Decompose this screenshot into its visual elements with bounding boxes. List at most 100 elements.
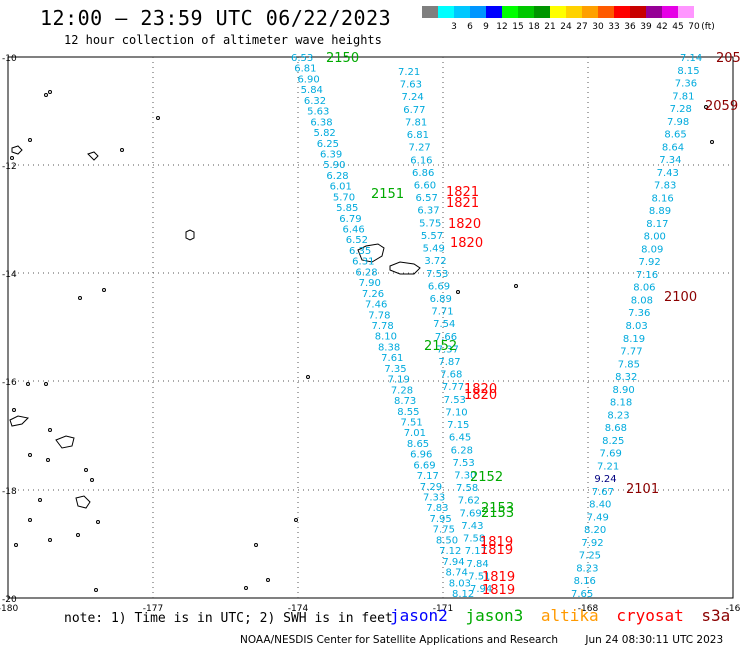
track-b-value: 7.53 bbox=[452, 458, 474, 469]
track-a-value: 7.94 bbox=[442, 557, 464, 568]
track-c-value: 8.65 bbox=[664, 130, 686, 141]
track-b-value: 7.58 bbox=[463, 534, 485, 545]
lon-tick-label: -177 bbox=[143, 604, 163, 614]
pass-label: 1821 bbox=[446, 196, 479, 211]
track-b-value: 7.43 bbox=[461, 521, 483, 532]
legend-swatch bbox=[518, 6, 534, 18]
legend-label: 45 bbox=[672, 22, 684, 32]
island-dot bbox=[28, 518, 32, 522]
island-dot bbox=[294, 518, 298, 522]
track-b-value: 6.69 bbox=[428, 281, 450, 292]
track-a-value: 7.78 bbox=[372, 321, 394, 332]
island-dot bbox=[514, 284, 518, 288]
track-b-value: 6.28 bbox=[451, 445, 473, 456]
track-b-value: 3.72 bbox=[424, 256, 446, 267]
island-outline bbox=[11, 145, 23, 155]
track-c-value: 7.83 bbox=[654, 181, 676, 192]
island-dot bbox=[48, 90, 52, 94]
track-a-value: 7.33 bbox=[423, 493, 445, 504]
island-outline bbox=[185, 229, 195, 241]
track-c-value: 8.40 bbox=[589, 500, 611, 511]
track-c-value: 7.77 bbox=[620, 347, 642, 358]
legend-label: 39 bbox=[640, 22, 652, 32]
footer-note: note: 1) Time is in UTC; 2) SWH is in fe… bbox=[64, 611, 393, 626]
legend-swatch bbox=[598, 6, 614, 18]
track-a-value: 6.32 bbox=[304, 96, 326, 107]
pass-label: 205 bbox=[716, 51, 740, 66]
track-a-value: 6.81 bbox=[294, 64, 316, 75]
pass-label: 2152 bbox=[424, 339, 457, 354]
track-b-value: 6.77 bbox=[403, 105, 425, 116]
track-c-value: 8.09 bbox=[641, 244, 663, 255]
timestamp: Jun 24 08:30:11 UTC 2023 bbox=[585, 634, 724, 646]
track-c-value: 7.85 bbox=[618, 359, 640, 370]
lat-tick-label: -16 bbox=[2, 378, 17, 388]
track-c-value: 9.24 bbox=[594, 474, 616, 485]
track-b-value: 7.30 bbox=[454, 471, 476, 482]
track-b-value: 7.37 bbox=[437, 344, 459, 355]
pass-labels: 2150215121522152215321531821182118201820… bbox=[326, 51, 740, 598]
track-c-value: 8.03 bbox=[626, 321, 648, 332]
legend-swatch bbox=[646, 6, 662, 18]
island-dot bbox=[306, 375, 310, 379]
track-b-value: 7.21 bbox=[398, 67, 420, 78]
legend-label: 9 bbox=[483, 22, 489, 32]
track-b-value: 7.87 bbox=[438, 357, 460, 368]
island-dot bbox=[456, 290, 460, 294]
track-a-value: 6.79 bbox=[339, 214, 361, 225]
track-a-value: 7.61 bbox=[381, 353, 403, 364]
lon-tick-label: -168 bbox=[578, 604, 599, 614]
track-a-value: 5.70 bbox=[333, 192, 355, 203]
sat-cryosat: cryosat bbox=[616, 606, 684, 625]
track-c-value: 7.14 bbox=[680, 53, 702, 64]
track-a-value: 7.75 bbox=[433, 525, 455, 536]
track-a-value: 6.25 bbox=[317, 139, 339, 150]
island-outline bbox=[357, 243, 385, 263]
footer-credit: NOAA/NESDIS Center for Satellite Applica… bbox=[240, 634, 723, 646]
track-a-value: 5.63 bbox=[307, 107, 329, 118]
track-c-value: 7.98 bbox=[667, 117, 689, 128]
track-b-value: 7.54 bbox=[433, 319, 455, 330]
track-a-value: 6.38 bbox=[310, 117, 332, 128]
pass-label: 2059 bbox=[705, 99, 738, 114]
page-subtitle: 12 hour collection of altimeter wave hei… bbox=[64, 33, 382, 47]
track-b-value: 7.15 bbox=[447, 420, 469, 431]
island-dot bbox=[84, 468, 88, 472]
track-b-value: 6.57 bbox=[416, 193, 438, 204]
track-a-value: 5.90 bbox=[323, 160, 345, 171]
legend-label: 70 bbox=[688, 22, 700, 32]
track-a-value: 7.19 bbox=[388, 375, 410, 386]
track-a-value: 8.73 bbox=[394, 396, 416, 407]
island-dot bbox=[710, 140, 714, 144]
map-grid bbox=[7, 56, 734, 599]
sat-s3a: s3a bbox=[701, 606, 731, 625]
island-dot bbox=[10, 156, 14, 160]
track-b-value: 7.24 bbox=[402, 92, 424, 103]
track-c-value: 7.36 bbox=[675, 79, 697, 90]
track-a-value: 7.17 bbox=[417, 471, 439, 482]
island-dot bbox=[96, 520, 100, 524]
track-b-value: 5.57 bbox=[421, 231, 443, 242]
pass-label: 2152 bbox=[470, 470, 503, 485]
track-b-value: 5.49 bbox=[423, 244, 445, 255]
legend-swatch bbox=[422, 6, 438, 18]
wave-height-values: 6.536.816.905.846.325.636.385.826.256.39… bbox=[291, 53, 702, 600]
track-c-value: 8.25 bbox=[602, 436, 624, 447]
track-c-value: 8.17 bbox=[646, 219, 668, 230]
pass-label: 2150 bbox=[326, 51, 359, 66]
island-dot bbox=[102, 288, 106, 292]
pass-label: 2153 bbox=[481, 506, 514, 521]
track-a-value: 6.53 bbox=[291, 53, 313, 64]
satellite-legend: jason2 jason3 altika cryosat s3a bbox=[390, 606, 738, 625]
legend-label: 18 bbox=[528, 22, 540, 32]
legend-swatch bbox=[486, 6, 502, 18]
legend-unit: (ft) bbox=[701, 22, 715, 32]
lon-tick-label: -180 bbox=[0, 604, 18, 614]
track-a-value: 8.55 bbox=[397, 407, 419, 418]
pass-label: 1820 bbox=[450, 236, 483, 251]
track-a-value: 8.38 bbox=[378, 342, 400, 353]
pass-label: 1819 bbox=[480, 543, 513, 558]
track-a-value: 8.74 bbox=[446, 568, 468, 579]
island-dot bbox=[48, 538, 52, 542]
